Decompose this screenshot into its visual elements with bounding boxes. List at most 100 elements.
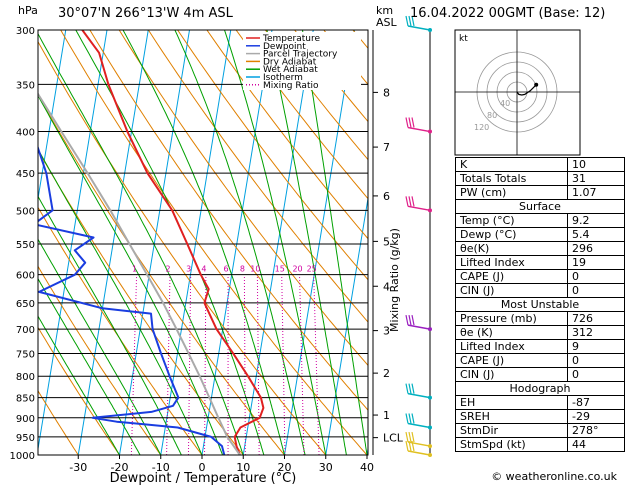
- wind-barb-feather: [408, 15, 412, 27]
- dry-adiabat-line: [38, 94, 285, 455]
- table-row: StmDir 278°: [455, 423, 625, 438]
- wind-barb-feather: [405, 15, 409, 27]
- table-row: CIN (J) 0: [455, 367, 625, 382]
- temperature-tick-label: 20: [278, 461, 292, 474]
- hodograph-end-point: [534, 82, 539, 87]
- height-tick-label: 4: [383, 280, 390, 293]
- mixing-ratio-axis-title: Mixing Ratio (g/kg): [388, 228, 401, 332]
- mixing-ratio-line: [187, 274, 192, 455]
- wind-barb-feather: [405, 117, 409, 128]
- table-row: θe (K) 312: [455, 325, 625, 340]
- legend-entry: Isotherm: [263, 73, 303, 83]
- wind-barb-feather: [405, 413, 409, 424]
- table-row: Dewp (°C) 5.4: [455, 227, 625, 242]
- height-tick-label: 3: [383, 325, 390, 338]
- mixing-ratio-line: [130, 274, 138, 455]
- mixing-ratio-label: 3: [186, 265, 191, 274]
- wet-adiabat-line: [224, 30, 327, 455]
- mixing-ratio-line: [313, 274, 320, 455]
- mixing-ratio-line: [166, 274, 171, 455]
- table-row: K 10: [455, 157, 625, 172]
- temperature-tick-label: 40: [360, 461, 374, 474]
- temperature-tick-label: -30: [69, 461, 87, 474]
- isotherm-line: [284, 30, 355, 455]
- wind-barb-dot: [428, 425, 432, 430]
- wind-barb: [407, 441, 431, 447]
- wind-barb-dot: [428, 444, 432, 449]
- mixing-ratio-label: 6: [224, 265, 229, 274]
- table-row: StmSpd (kt) 44: [455, 437, 625, 452]
- section-most-unstable: Most Unstable: [455, 297, 625, 312]
- mixing-ratio-label: 1: [132, 265, 137, 274]
- pressure-tick-label: 750: [16, 349, 35, 360]
- table-row: CAPE (J) 0: [455, 269, 625, 284]
- mixing-ratio-line: [256, 274, 260, 455]
- legend-background: [243, 32, 361, 90]
- wind-barb-feather: [411, 314, 415, 326]
- height-tick-label: 6: [383, 190, 390, 203]
- isotherm-line: [201, 30, 273, 455]
- sounding-profiles: [38, 30, 265, 455]
- wind-barb: [407, 205, 431, 212]
- table-row: CAPE (J) 0: [455, 353, 625, 368]
- mixing-ratio-line: [299, 274, 305, 455]
- wind-barb-feather: [408, 440, 412, 452]
- legend-entry: Wet Adiabat: [263, 65, 318, 75]
- hpa-label: hPa: [18, 4, 38, 17]
- hodograph-ring-label: 80: [487, 111, 497, 120]
- temperature-tick-label: -10: [152, 461, 170, 474]
- datetime-title: 16.04.2022 00GMT (Base: 12): [410, 6, 606, 21]
- hodograph-kt-label: kt: [459, 34, 468, 44]
- pressure-tick-label: 400: [16, 128, 35, 139]
- dry-adiabat-line: [177, 30, 368, 281]
- wind-barb-feather: [411, 413, 415, 424]
- mixing-ratio-label: 4: [201, 265, 206, 274]
- isotherm-line: [77, 30, 149, 455]
- dry-adiabat-line: [38, 326, 120, 455]
- pressure-tick-label: 650: [16, 299, 35, 310]
- wet-adiabat-line: [266, 30, 347, 455]
- pressure-tick-label: 300: [16, 26, 35, 37]
- legend-entry: Mixing Ratio: [263, 81, 319, 91]
- wind-barb: [407, 422, 431, 429]
- pressure-tick-label: 850: [16, 394, 35, 405]
- pressure-tick-label: 350: [16, 80, 35, 91]
- height-tick-label: LCL: [383, 432, 404, 445]
- wind-barb-feather: [405, 383, 409, 394]
- dry-adiabat-line: [206, 30, 368, 240]
- wind-barb-dot: [428, 327, 432, 332]
- table-row: θe(K) 296: [455, 241, 625, 256]
- wind-barb: [407, 324, 431, 330]
- wind-barb-dot: [428, 453, 432, 457]
- section-surface: Surface: [455, 199, 625, 214]
- legend-entry: Dewpoint: [263, 42, 306, 52]
- isotherm-line: [38, 30, 108, 453]
- wind-barb-feather: [408, 413, 412, 424]
- wind-barb-feather: [408, 196, 412, 207]
- temperature-line: [81, 30, 265, 455]
- parcel-trajectory-line: [38, 92, 241, 455]
- hodograph-trace: [516, 84, 537, 96]
- table-row: Lifted Index 9: [455, 339, 625, 354]
- height-axis: 8 7 6 5 4 3 2 1 LCL: [372, 30, 404, 455]
- wind-barb-feather: [411, 431, 415, 443]
- table-row: Temp (°C) 9.2: [455, 213, 625, 228]
- isotherm-line: [38, 30, 67, 202]
- height-tick-label: 2: [383, 367, 390, 380]
- copyright-footer: © weatheronline.co.uk: [491, 470, 617, 483]
- isotherm-line: [242, 30, 314, 455]
- wind-barb-dot: [428, 395, 432, 400]
- pressure-tick-label: 550: [16, 240, 35, 251]
- hodograph-ring-label: 40: [500, 99, 510, 108]
- wind-barb: [407, 126, 431, 133]
- wet-adiabat-line: [38, 315, 120, 455]
- mixing-ratio-line: [281, 274, 286, 455]
- wind-barb-feather: [408, 314, 412, 326]
- wind-barb-feather: [408, 117, 412, 128]
- legend-entry: Dry Adiabat: [263, 57, 317, 67]
- mixing-ratio-label: 15: [275, 265, 285, 274]
- wind-barbs: [405, 15, 432, 457]
- table-row: EH -87: [455, 395, 625, 410]
- pressure-tick-label: 700: [16, 325, 35, 336]
